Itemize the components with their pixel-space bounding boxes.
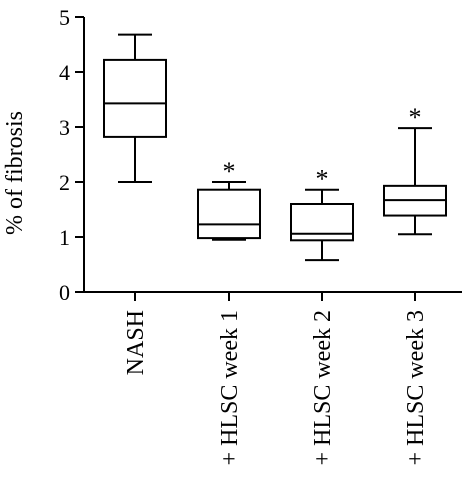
category-label: + HLSC week 1 [217,310,243,466]
axes: 0 1 2 3 4 5 [59,5,462,305]
y-axis-label: % of fibrosis [2,111,28,235]
y-tick-label: 1 [59,225,70,250]
category-labels: NASH + HLSC week 1 + HLSC week 2 + HLSC wee… [123,310,429,466]
y-tick-label: 0 [59,280,70,305]
box-plot-4: * [383,103,447,236]
iqr-box [290,203,354,242]
boxes: * * * [103,33,447,262]
category-label: + HLSC week 2 [310,310,336,466]
significance-asterisk: * [409,103,422,132]
significance-asterisk: * [316,165,329,194]
iqr-box [197,188,261,240]
iqr-box [103,58,167,138]
y-tick-label: 2 [59,170,70,195]
significance-asterisk: * [223,157,236,186]
y-tick-label: 3 [59,115,70,140]
category-label: + HLSC week 3 [403,310,429,466]
box-plot-3: * [290,165,354,262]
y-tick-label: 4 [59,60,70,85]
category-label: NASH [123,310,149,375]
box-plot-2: * [197,157,261,241]
box-plot-1 [103,33,167,183]
y-tick-label: 5 [59,5,70,30]
